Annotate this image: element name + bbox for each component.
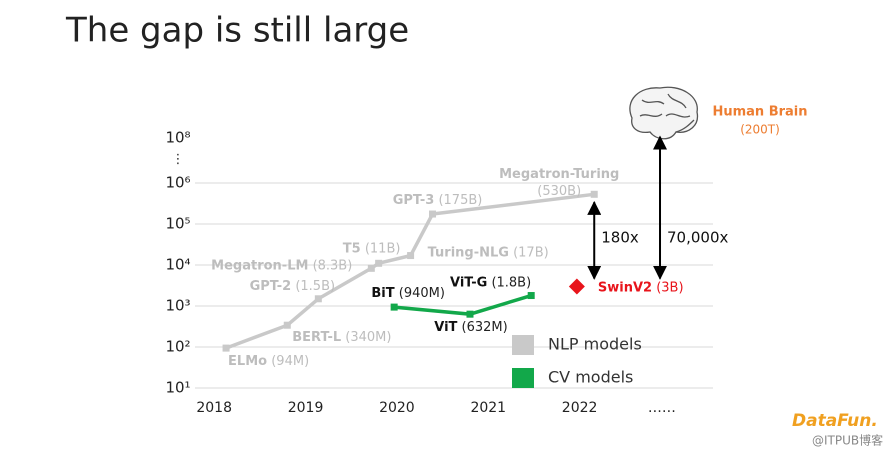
highlight-label: SwinV2 xyxy=(598,280,652,295)
point-label-group: BERT-L (340M) xyxy=(292,330,391,345)
highlight-point xyxy=(568,278,585,295)
point-label: BERT-L xyxy=(292,330,341,345)
series-line xyxy=(225,192,595,350)
y-tick-label: 10⁵ xyxy=(165,215,190,233)
y-tick-label: 10³ xyxy=(165,297,190,315)
y-tick-label: 10⁶ xyxy=(165,174,190,192)
annotation-label: 180x xyxy=(601,229,639,247)
point-label: GPT-3 xyxy=(393,193,435,208)
y-tick-label: 10¹ xyxy=(165,379,190,397)
data-point xyxy=(407,252,415,260)
point-label: ELMo xyxy=(228,354,267,369)
point-label: GPT-2 xyxy=(250,278,292,293)
data-point xyxy=(283,321,291,329)
highlight-value-label: (3B) xyxy=(656,280,683,295)
point-label: Turing-NLG xyxy=(428,245,509,260)
brain-value-label: (200T) xyxy=(740,123,780,137)
legend-label: CV models xyxy=(548,368,633,387)
point-value-label: (175B) xyxy=(438,193,482,208)
data-point xyxy=(314,295,322,303)
point-label: Megatron-LM xyxy=(211,258,308,273)
point-label: ViT-G xyxy=(450,275,487,290)
point-value-label: (8.3B) xyxy=(313,258,353,273)
point-value-label: (94M) xyxy=(271,354,309,369)
point-value-label: (17B) xyxy=(513,245,549,260)
legend-swatch xyxy=(512,335,534,355)
brain-label: Human Brain xyxy=(712,105,807,120)
point-label-group: Megatron-LM (8.3B) xyxy=(211,258,352,273)
x-tick-label: …… xyxy=(648,400,676,416)
watermark-source: @ITPUB博客 xyxy=(812,433,883,448)
y-tick-label: 10² xyxy=(165,338,190,356)
annotation-label: 70,000x xyxy=(667,229,728,247)
point-value-label: (940M) xyxy=(399,286,445,301)
point-label-group: ViT-G (1.8B) xyxy=(450,275,531,290)
point-value-label: (530B) xyxy=(537,184,581,199)
point-label-group: GPT-3 (175B) xyxy=(393,193,483,208)
point-label-group: GPT-2 (1.5B) xyxy=(250,278,336,293)
y-tick-label: 10⁸ xyxy=(165,129,190,147)
highlight-label-group: SwinV2 (3B) xyxy=(598,280,684,295)
x-tick-label: 2020 xyxy=(379,400,415,416)
y-tick-label: 10⁴ xyxy=(165,256,190,274)
point-value-label: (1.8B) xyxy=(491,275,531,290)
x-tick-label: 2018 xyxy=(196,400,232,416)
point-label: T5 xyxy=(343,241,361,256)
point-label: ViT xyxy=(434,320,457,335)
slide-title: The gap is still large xyxy=(65,11,409,51)
data-point xyxy=(390,303,398,311)
x-tick-label: 2022 xyxy=(562,400,598,416)
legend-swatch xyxy=(512,368,534,388)
point-value-label: (11B) xyxy=(365,241,401,256)
data-point xyxy=(466,310,474,318)
point-value-label: (340M) xyxy=(345,330,391,345)
data-point xyxy=(527,292,535,300)
x-tick-label: 2019 xyxy=(288,400,324,416)
point-label-group: BiT (940M) xyxy=(371,286,445,301)
point-label-group: ELMo (94M) xyxy=(228,354,309,369)
point-label-group: Turing-NLG (17B) xyxy=(428,245,549,260)
point-label-group: T5 (11B) xyxy=(343,241,401,256)
data-point xyxy=(375,259,383,267)
point-value-label: (1.5B) xyxy=(295,278,335,293)
data-point xyxy=(429,210,437,218)
point-value-label: (632M) xyxy=(462,320,508,335)
point-label: BiT xyxy=(371,286,394,301)
x-tick-label: 2021 xyxy=(470,400,506,416)
point-label-group: ViT (632M) xyxy=(434,320,507,335)
watermark-logo: DataFun. xyxy=(792,411,878,431)
data-point xyxy=(222,344,230,352)
data-point xyxy=(590,190,598,198)
axis-break: ⋮ xyxy=(172,152,185,167)
brain-icon xyxy=(629,86,699,140)
legend-label: NLP models xyxy=(548,335,642,354)
point-label: Megatron-Turing xyxy=(499,167,619,182)
data-point xyxy=(367,264,375,272)
